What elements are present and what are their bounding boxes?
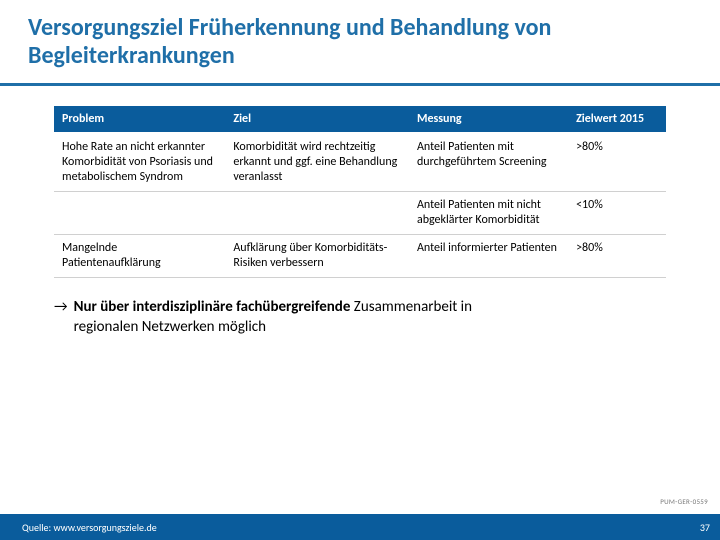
cell-problem (54, 192, 225, 235)
cell-problem: Mangelnde Patientenaufklärung (54, 235, 225, 278)
cell-zielwert: >80% (568, 235, 666, 278)
cell-ziel: Aufklärung über Komorbiditäts-Risiken ve… (225, 235, 409, 278)
cell-problem: Hohe Rate an nicht erkannter Komorbiditä… (54, 133, 225, 192)
th-messung: Messung (409, 106, 568, 133)
arrow-icon: → (54, 298, 74, 337)
code-reference: PUM-GER-0559 (660, 497, 708, 506)
summary-rest2: regionalen Netzwerken möglich (74, 318, 266, 336)
th-ziel: Ziel (225, 106, 409, 133)
summary-rest1: Zusammenarbeit in (350, 298, 472, 316)
cell-messung: Anteil Patienten mit nicht abgeklärter K… (409, 192, 568, 235)
cell-messung: Anteil Patienten mit durchgeführtem Scre… (409, 133, 568, 192)
cell-zielwert: >80% (568, 133, 666, 192)
summary-bold: Nur über interdisziplinäre fachübergreif… (74, 298, 351, 316)
source-label: Quelle: www.versorgungsziele.de (22, 521, 157, 534)
table-row: Hohe Rate an nicht erkannter Komorbiditä… (54, 133, 666, 192)
cell-ziel (225, 192, 409, 235)
goals-table: Problem Ziel Messung Zielwert 2015 Hohe … (54, 106, 666, 278)
th-zielwert: Zielwert 2015 (568, 106, 666, 133)
cell-messung: Anteil informierter Patienten (409, 235, 568, 278)
table-row: Mangelnde Patientenaufklärung Aufklärung… (54, 235, 666, 278)
cell-ziel: Komorbidität wird rechtzeitig erkannt un… (225, 133, 409, 192)
page-number: 37 (700, 521, 710, 534)
table-row: Anteil Patienten mit nicht abgeklärter K… (54, 192, 666, 235)
th-problem: Problem (54, 106, 225, 133)
summary-note: → Nur über interdisziplinäre fachübergre… (54, 298, 666, 337)
table-header-row: Problem Ziel Messung Zielwert 2015 (54, 106, 666, 133)
page-title: Versorgungsziel Früherkennung und Behand… (28, 14, 692, 69)
summary-text: Nur über interdisziplinäre fachübergreif… (74, 298, 472, 337)
cell-zielwert: <10% (568, 192, 666, 235)
